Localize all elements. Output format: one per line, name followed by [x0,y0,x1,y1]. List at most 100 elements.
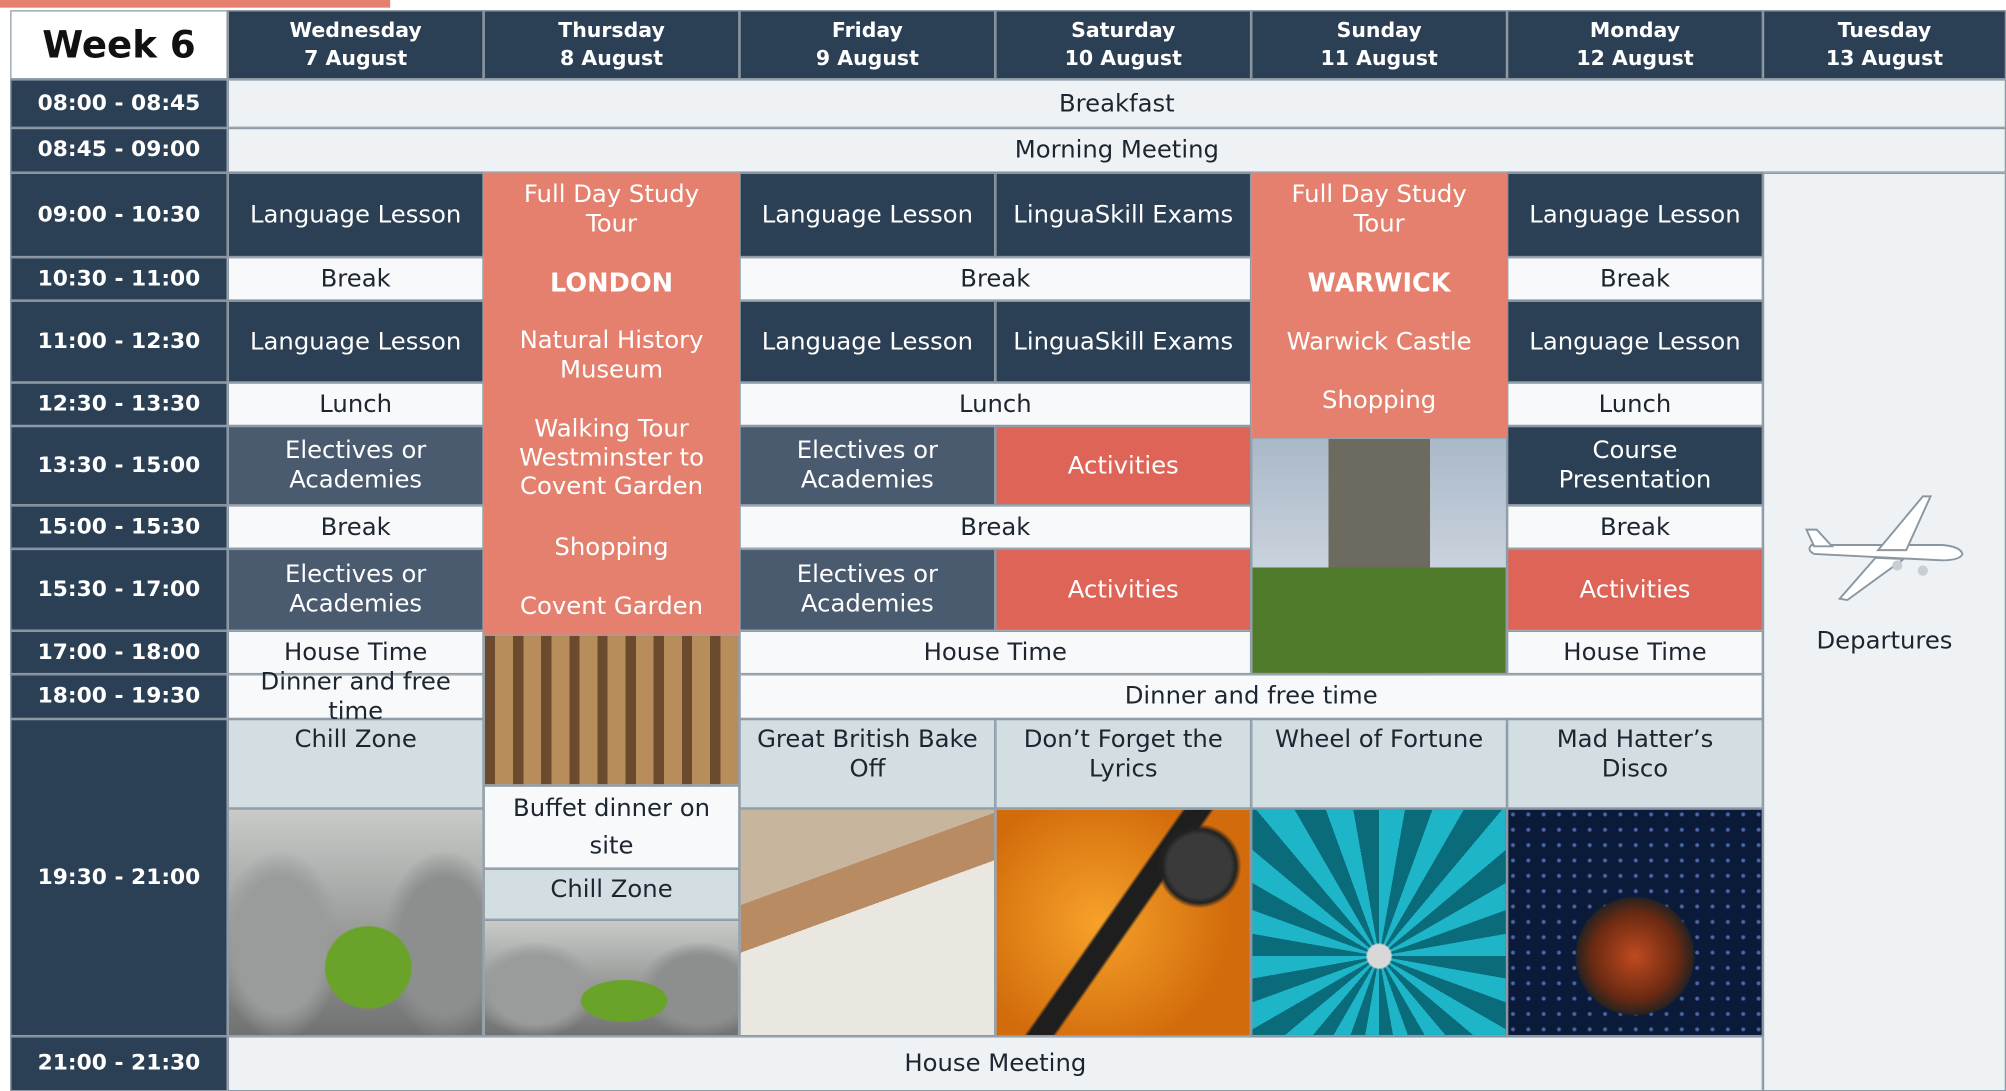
day-weekday: Sunday [1336,18,1422,43]
departures: Departures [1816,626,1953,656]
tour-text: Walking Tour Westminster to Covent Garde… [519,414,704,501]
time-slot: 21:00 - 21:30 [10,1036,228,1091]
activity: Electives or Academies [227,548,484,631]
tour-text: Full Day Study Tour [1291,180,1467,238]
activity: Activities [1507,548,1763,631]
activity: Buffet dinner on site [483,785,740,869]
day-weekday: Saturday [1071,18,1176,43]
day-header: Thursday 8 August [483,10,740,80]
activity: Break [1507,257,1763,301]
day-date: 7 August [304,46,408,71]
week-label: Week 6 [10,10,228,80]
day-header: Friday 9 August [739,10,996,80]
day-date: 13 August [1825,46,1944,71]
time-slot: 08:00 - 08:45 [10,79,228,128]
activity: Don’t Forget the Lyrics [995,718,1252,809]
time-slot: 15:30 - 17:00 [10,548,228,631]
tour-text: Shopping [1322,385,1437,414]
activity: Language Lesson [1507,300,1763,383]
activity: Break [739,505,1252,549]
activity: Dinner and free time [739,674,1763,719]
time-slot: 08:45 - 09:00 [10,127,228,173]
time-slot: 10:30 - 11:00 [10,257,228,301]
day-header: Monday 12 August [1507,10,1763,80]
activity: Language Lesson [227,300,484,383]
plane-icon [1804,495,1964,602]
tour-text: Natural History Museum [519,326,704,384]
photo [1251,437,1508,675]
activity: Language Lesson [739,300,996,383]
activity: Morning Meeting [227,127,2006,173]
time-slot: 13:30 - 15:00 [10,426,228,506]
activity: Break [739,257,1252,301]
time-slot: 09:00 - 10:30 [10,172,228,258]
day-date: 8 August [560,46,664,71]
tour-block [1251,172,1508,438]
activity: Wheel of Fortune [1251,718,1508,809]
day-weekday: Wednesday [289,18,422,43]
photo [483,634,740,786]
activity: House Time [1507,630,1763,675]
activity: Break [227,257,484,301]
tuesday-block: Departures [1762,172,2006,1091]
activity: Activities [995,548,1252,631]
activity: Lunch [227,382,484,427]
tour-text: Warwick Castle [1286,326,1472,356]
day-weekday: Thursday [558,18,665,43]
tour-block [483,172,740,635]
time-slot: 11:00 - 12:30 [10,300,228,383]
activity: Electives or Academies [739,548,996,631]
day-header: Sunday 11 August [1251,10,1508,80]
day-date: 12 August [1576,46,1694,71]
activity: Break [1507,505,1763,549]
tour-text: LONDON [550,267,674,299]
activity: Breakfast [227,79,2006,128]
photo [1507,808,1763,1037]
activity: Mad Hatter’s Disco [1507,718,1763,809]
activity: Course Presentation [1507,426,1763,506]
activity: LinguaSkill Exams [995,300,1252,383]
tour-text: Shopping [554,532,669,562]
time-slot: 18:00 - 19:30 [10,674,228,719]
time-slot: 15:00 - 15:30 [10,505,228,549]
tour-text: WARWICK [1307,267,1451,299]
activity: Chill Zone [227,718,484,809]
accent-strip [0,0,391,8]
activity: LinguaSkill Exams [995,172,1252,258]
day-weekday: Friday [831,18,903,43]
activity: Great British Bake Off [739,718,996,809]
photo [995,808,1252,1037]
activity: House Time [227,630,484,675]
day-header: Saturday 10 August [995,10,1252,80]
activity: Dinner and free time [227,667,484,725]
photo [739,808,996,1037]
activity: Activities [995,426,1252,506]
day-date: 10 August [1064,46,1182,71]
activity: Lunch [1507,382,1763,427]
activity: Electives or Academies [739,426,996,506]
tour-text: Covent Garden [520,591,703,620]
activity: Break [227,505,484,549]
photo [1251,808,1508,1037]
activity: Chill Zone [483,868,740,920]
activity: Language Lesson [1507,172,1763,258]
activity: Language Lesson [739,172,996,258]
day-weekday: Tuesday [1837,18,1932,43]
activity: Lunch [739,382,1252,427]
photo [227,808,484,1037]
tour-text: Full Day Study Tour [523,180,700,238]
day-header: Tuesday 13 August [1762,10,2006,80]
activity: Language Lesson [227,172,484,258]
day-date: 11 August [1320,46,1438,71]
activity: House Time [739,630,1252,675]
time-slot: 17:00 - 18:00 [10,630,228,675]
time-slot: 19:30 - 21:00 [10,718,228,1037]
activity: Electives or Academies [227,426,484,506]
day-header: Wednesday 7 August [227,10,484,80]
day-weekday: Monday [1589,18,1681,43]
photo [483,919,740,1037]
time-slot: 12:30 - 13:30 [10,382,228,427]
day-date: 9 August [815,46,919,71]
